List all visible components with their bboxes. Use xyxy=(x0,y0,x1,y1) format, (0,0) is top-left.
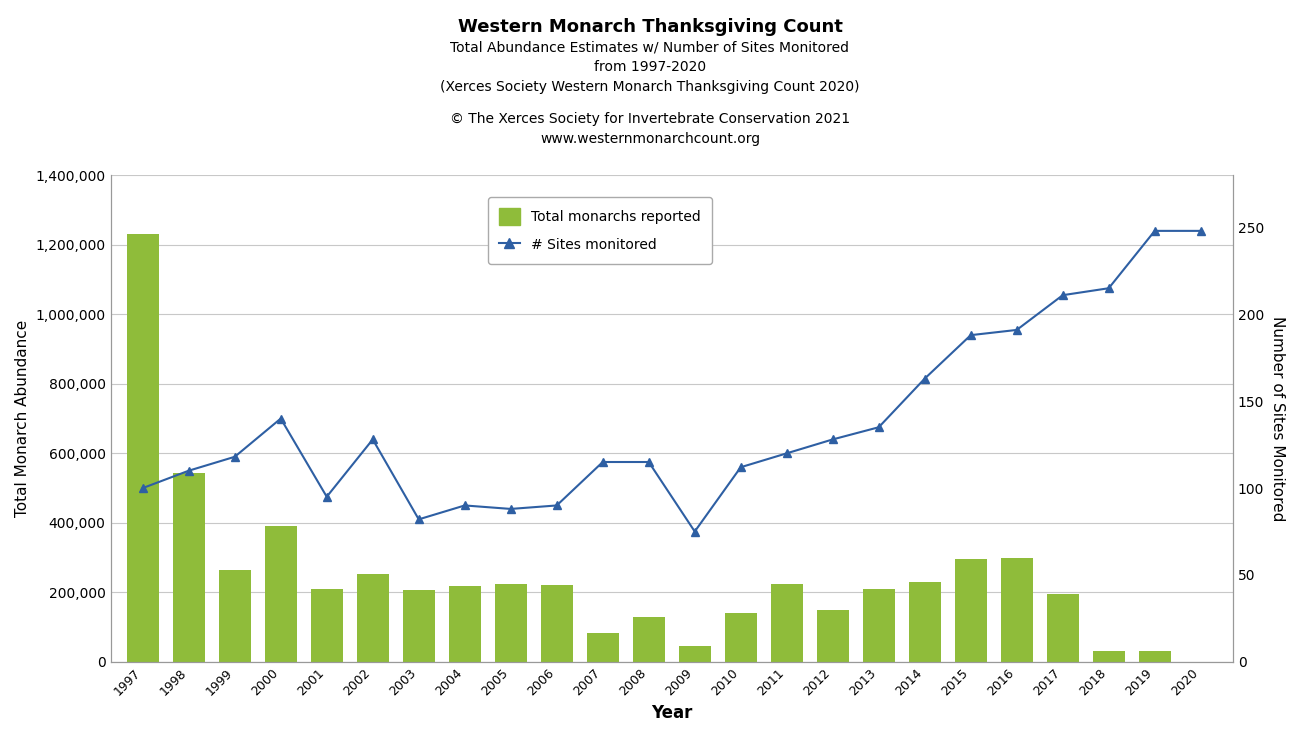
# Sites monitored xyxy=(595,458,611,467)
# Sites monitored xyxy=(1009,326,1024,335)
Bar xyxy=(909,582,941,662)
# Sites monitored xyxy=(318,492,334,501)
Bar xyxy=(356,574,389,662)
# Sites monitored xyxy=(641,458,656,467)
Bar xyxy=(816,609,849,662)
Bar xyxy=(1046,594,1079,662)
# Sites monitored xyxy=(456,501,472,510)
# Sites monitored xyxy=(1101,284,1117,293)
Y-axis label: Number of Sites Monitored: Number of Sites Monitored xyxy=(1270,316,1284,521)
# Sites monitored xyxy=(135,483,151,492)
Bar xyxy=(863,589,894,662)
Bar xyxy=(218,570,251,662)
Bar xyxy=(403,590,434,662)
Text: www.westernmonarchcount.org: www.westernmonarchcount.org xyxy=(540,132,760,146)
# Sites monitored xyxy=(503,505,519,514)
# Sites monitored xyxy=(963,331,979,340)
# Sites monitored xyxy=(826,435,841,444)
Bar xyxy=(586,633,619,662)
# Sites monitored xyxy=(686,527,702,536)
# Sites monitored xyxy=(733,463,749,472)
# Sites monitored xyxy=(549,501,564,510)
Bar xyxy=(724,613,757,662)
# Sites monitored xyxy=(779,449,794,458)
Legend: Total monarchs reported, # Sites monitored: Total monarchs reported, # Sites monitor… xyxy=(488,197,712,264)
# Sites monitored xyxy=(871,423,887,432)
Bar xyxy=(1092,652,1124,662)
Bar xyxy=(311,589,343,662)
Bar xyxy=(633,617,664,662)
Bar xyxy=(1139,652,1171,662)
# Sites monitored xyxy=(181,467,196,475)
X-axis label: Year: Year xyxy=(651,704,693,722)
Text: from 1997-2020: from 1997-2020 xyxy=(594,60,706,74)
Text: Western Monarch Thanksgiving Count: Western Monarch Thanksgiving Count xyxy=(458,18,842,36)
# Sites monitored xyxy=(365,435,381,444)
Bar xyxy=(541,585,573,662)
Text: © The Xerces Society for Invertebrate Conservation 2021: © The Xerces Society for Invertebrate Co… xyxy=(450,112,850,126)
# Sites monitored xyxy=(227,453,243,461)
Bar xyxy=(448,586,481,662)
Bar xyxy=(265,526,296,662)
Text: Total Abundance Estimates w/ Number of Sites Monitored: Total Abundance Estimates w/ Number of S… xyxy=(451,41,849,55)
Bar xyxy=(173,472,205,662)
# Sites monitored xyxy=(1193,226,1209,235)
Bar xyxy=(494,584,526,662)
Line: # Sites monitored: # Sites monitored xyxy=(139,227,1205,536)
# Sites monitored xyxy=(1054,291,1070,300)
Bar xyxy=(126,234,159,662)
# Sites monitored xyxy=(273,414,289,423)
# Sites monitored xyxy=(916,374,932,383)
# Sites monitored xyxy=(411,515,426,524)
Bar xyxy=(1001,558,1032,662)
Bar xyxy=(679,646,711,662)
Y-axis label: Total Monarch Abundance: Total Monarch Abundance xyxy=(16,320,30,517)
# Sites monitored xyxy=(1147,226,1162,235)
Text: (Xerces Society Western Monarch Thanksgiving Count 2020): (Xerces Society Western Monarch Thanksgi… xyxy=(441,80,859,94)
Bar xyxy=(954,559,987,662)
Bar xyxy=(771,584,803,662)
